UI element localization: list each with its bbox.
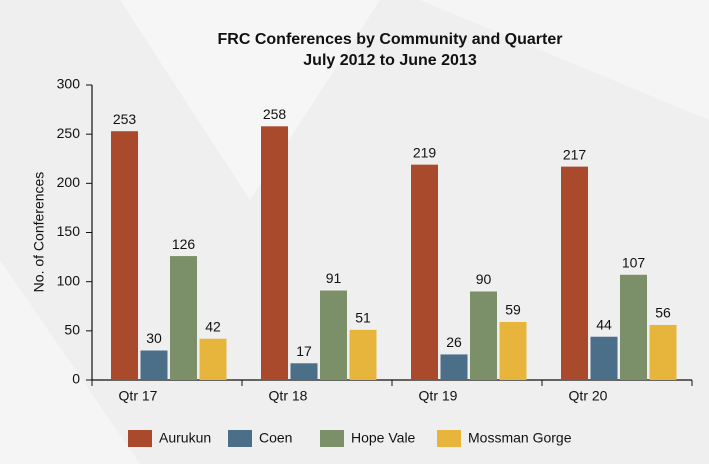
bar	[561, 166, 588, 380]
value-label: 219	[413, 144, 437, 160]
legend-swatch	[437, 430, 461, 447]
y-tick-label: 0	[72, 371, 80, 387]
legend-swatch	[128, 430, 152, 447]
bar	[649, 324, 677, 380]
value-label: 258	[263, 106, 287, 122]
y-tick-label: 100	[57, 272, 81, 288]
value-label: 107	[622, 254, 646, 270]
bar	[470, 291, 497, 380]
bar	[261, 126, 288, 380]
bar	[170, 256, 197, 380]
value-label: 17	[296, 343, 312, 359]
background-pattern	[420, 0, 709, 120]
value-label: 44	[596, 316, 612, 332]
legend-label: Hope Vale	[351, 430, 416, 446]
value-label: 42	[205, 318, 221, 334]
legend-swatch	[228, 430, 252, 447]
background-pattern	[0, 260, 140, 464]
x-tick-label: Qtr 20	[569, 388, 608, 404]
legend-label: Coen	[259, 430, 292, 446]
value-label: 217	[563, 146, 587, 162]
y-tick-label: 150	[57, 223, 81, 239]
background-pattern	[120, 0, 380, 200]
y-tick-label: 200	[57, 174, 81, 190]
y-tick-label: 300	[57, 76, 81, 92]
bar	[290, 363, 318, 380]
x-tick-label: Qtr 19	[419, 388, 458, 404]
value-label: 59	[505, 302, 521, 318]
bar	[140, 350, 168, 380]
bar	[320, 290, 347, 380]
legend-label: Aurukun	[159, 430, 211, 446]
value-label: 30	[146, 330, 162, 346]
bar	[440, 354, 468, 380]
value-label: 51	[355, 310, 371, 326]
legend-label: Mossman Gorge	[468, 430, 572, 446]
value-label: 91	[326, 270, 342, 286]
value-label: 126	[172, 236, 196, 252]
bar	[111, 131, 138, 380]
bar	[499, 321, 527, 380]
y-tick-label: 50	[64, 322, 80, 338]
value-label: 253	[113, 111, 137, 127]
chart-subtitle: July 2012 to June 2013	[303, 52, 477, 69]
bar	[349, 329, 377, 380]
bar	[411, 164, 438, 380]
x-tick-label: Qtr 18	[269, 388, 308, 404]
value-label: 56	[655, 305, 671, 321]
bar	[590, 336, 618, 380]
y-axis-label: No. of Conferences	[31, 172, 47, 293]
bar	[199, 338, 227, 380]
value-label: 90	[476, 271, 492, 287]
bar	[620, 274, 647, 380]
legend-swatch	[320, 430, 344, 447]
chart-title: FRC Conferences by Community and Quarter	[218, 31, 563, 48]
x-tick-label: Qtr 17	[119, 388, 158, 404]
value-label: 26	[446, 334, 462, 350]
y-tick-label: 250	[57, 125, 81, 141]
